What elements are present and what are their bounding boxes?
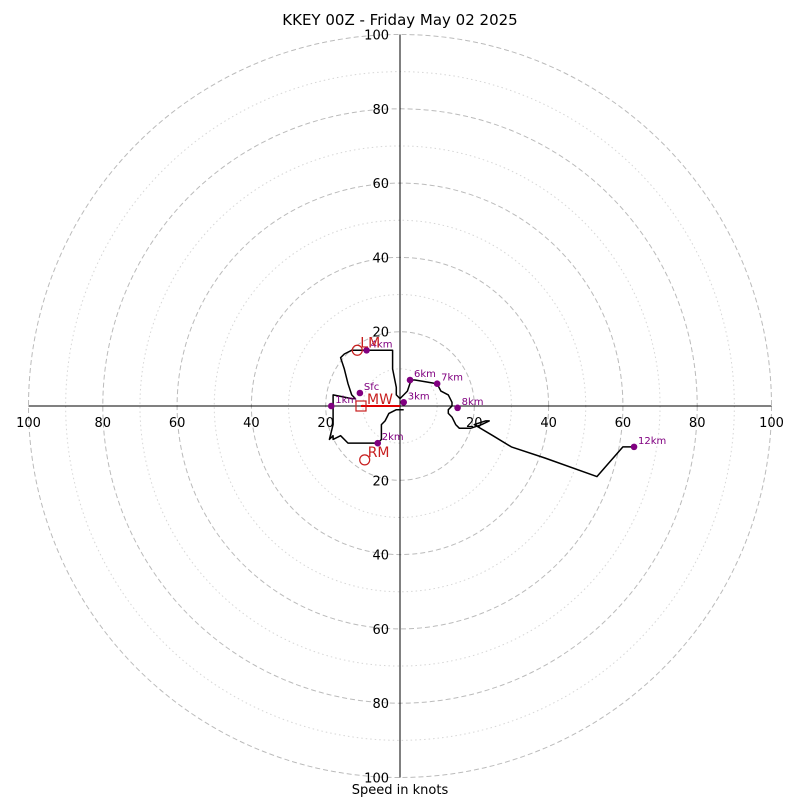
height-marker-2km [374, 439, 382, 447]
height-markers: Sfc 1km 2km 3km 4km 6km 7km 8km 12km [327, 339, 666, 451]
y-tick-label: 100 [364, 772, 389, 787]
x-tick-label: 60 [615, 416, 632, 431]
height-marker-1km [327, 402, 335, 410]
y-tick-label: 60 [372, 623, 389, 638]
y-tick-label: 20 [372, 474, 389, 489]
height-label-1km: 1km [335, 395, 357, 406]
storm-motion-marker-RM [359, 454, 371, 466]
y-tick-label: 20 [372, 326, 389, 341]
y-tick-label: 60 [372, 177, 389, 192]
height-marker-12km [630, 443, 638, 451]
height-label-3km: 3km [408, 391, 430, 402]
x-tick-label: 40 [540, 416, 557, 431]
height-label-2km: 2km [382, 432, 404, 443]
height-marker-Sfc [356, 389, 364, 397]
height-label-Sfc: Sfc [364, 382, 379, 393]
storm-motions: LM RM MW [351, 335, 393, 466]
x-tick-label: 20 [317, 416, 334, 431]
height-marker-8km [454, 404, 461, 412]
chart-title: KKEY 00Z - Friday May 02 2025 [282, 11, 518, 29]
x-tick-label: 100 [16, 416, 41, 431]
height-marker-7km [433, 380, 441, 388]
storm-motion-label-RM: RM [368, 445, 390, 461]
storm-motion-label-LM: LM [360, 335, 380, 351]
height-marker-6km [406, 376, 414, 384]
height-label-4km: 4km [371, 339, 393, 350]
y-tick-label: 100 [364, 29, 389, 44]
x-tick-label: 80 [95, 416, 112, 431]
y-tick-labels: 100 80 60 40 20 20 40 60 80 100 [364, 29, 389, 787]
x-tick-label: 60 [169, 416, 186, 431]
y-tick-label: 40 [372, 251, 389, 266]
x-tick-label: 100 [759, 416, 784, 431]
height-label-8km: 8km [462, 397, 484, 408]
x-tick-labels: 100 80 60 40 20 20 40 60 80 100 [16, 416, 784, 431]
mean-wind-label: MW [367, 392, 393, 408]
x-axis-label: Speed in knots [351, 783, 449, 798]
mean-wind-marker [355, 400, 367, 412]
height-marker-3km [400, 398, 408, 406]
height-marker-4km [363, 346, 370, 354]
x-tick-label: 40 [243, 416, 260, 431]
y-tick-label: 40 [372, 549, 389, 564]
height-label-6km: 6km [414, 369, 436, 380]
hodograph-trace [328, 349, 634, 478]
height-label-7km: 7km [441, 373, 463, 384]
y-tick-label: 80 [372, 697, 389, 712]
storm-motion-marker-LM [351, 344, 363, 356]
y-tick-label: 80 [372, 103, 389, 118]
x-tick-label: 80 [689, 416, 706, 431]
height-label-12km: 12km [638, 436, 666, 447]
